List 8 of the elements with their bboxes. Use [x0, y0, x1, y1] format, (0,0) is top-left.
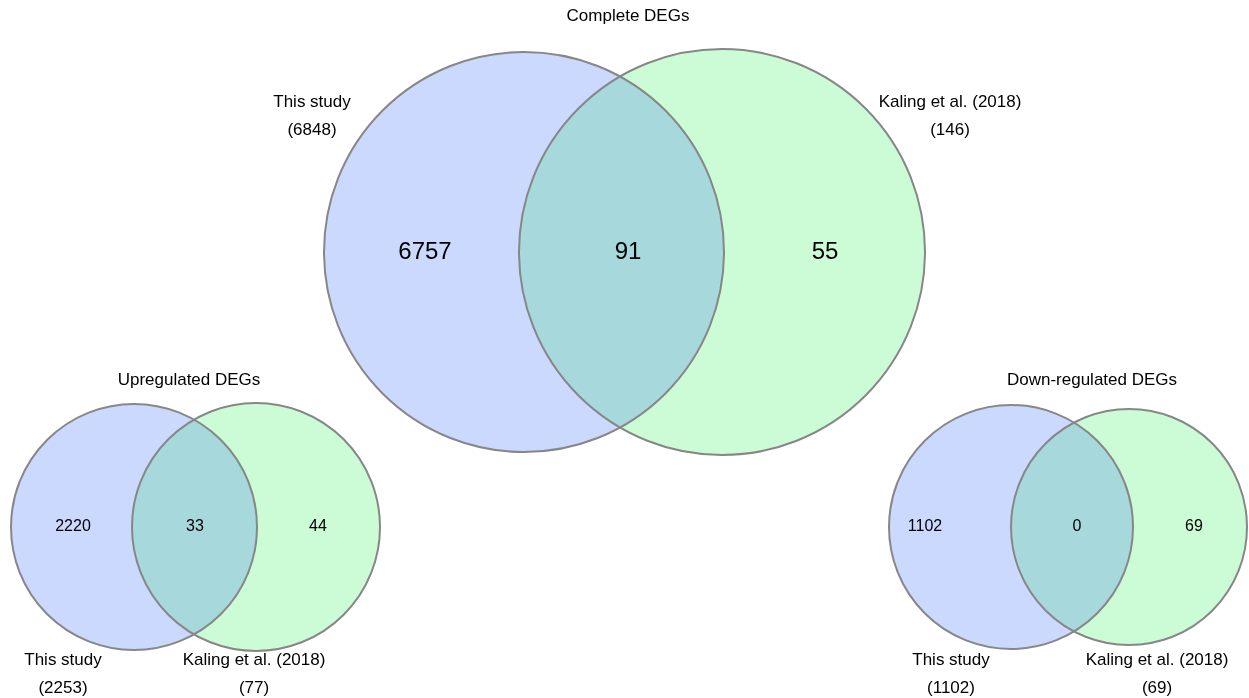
venn-diagram: Down-regulated DEGs This study (1102) Kaling et al. (2018) (69) 1102 0 69 [849, 365, 1249, 698]
data-label: (146) [930, 119, 970, 139]
data-label: (2253) [38, 677, 88, 697]
data-label: (1102) [927, 677, 975, 697]
data-label: (69) [1141, 677, 1173, 697]
venn-diagram: Upregulated DEGs This study (2253) Kaling et al. (2018) (77) 2220 33 44 [0, 365, 400, 698]
data-label: (6848) [287, 119, 337, 139]
data-label: (77) [238, 677, 270, 697]
